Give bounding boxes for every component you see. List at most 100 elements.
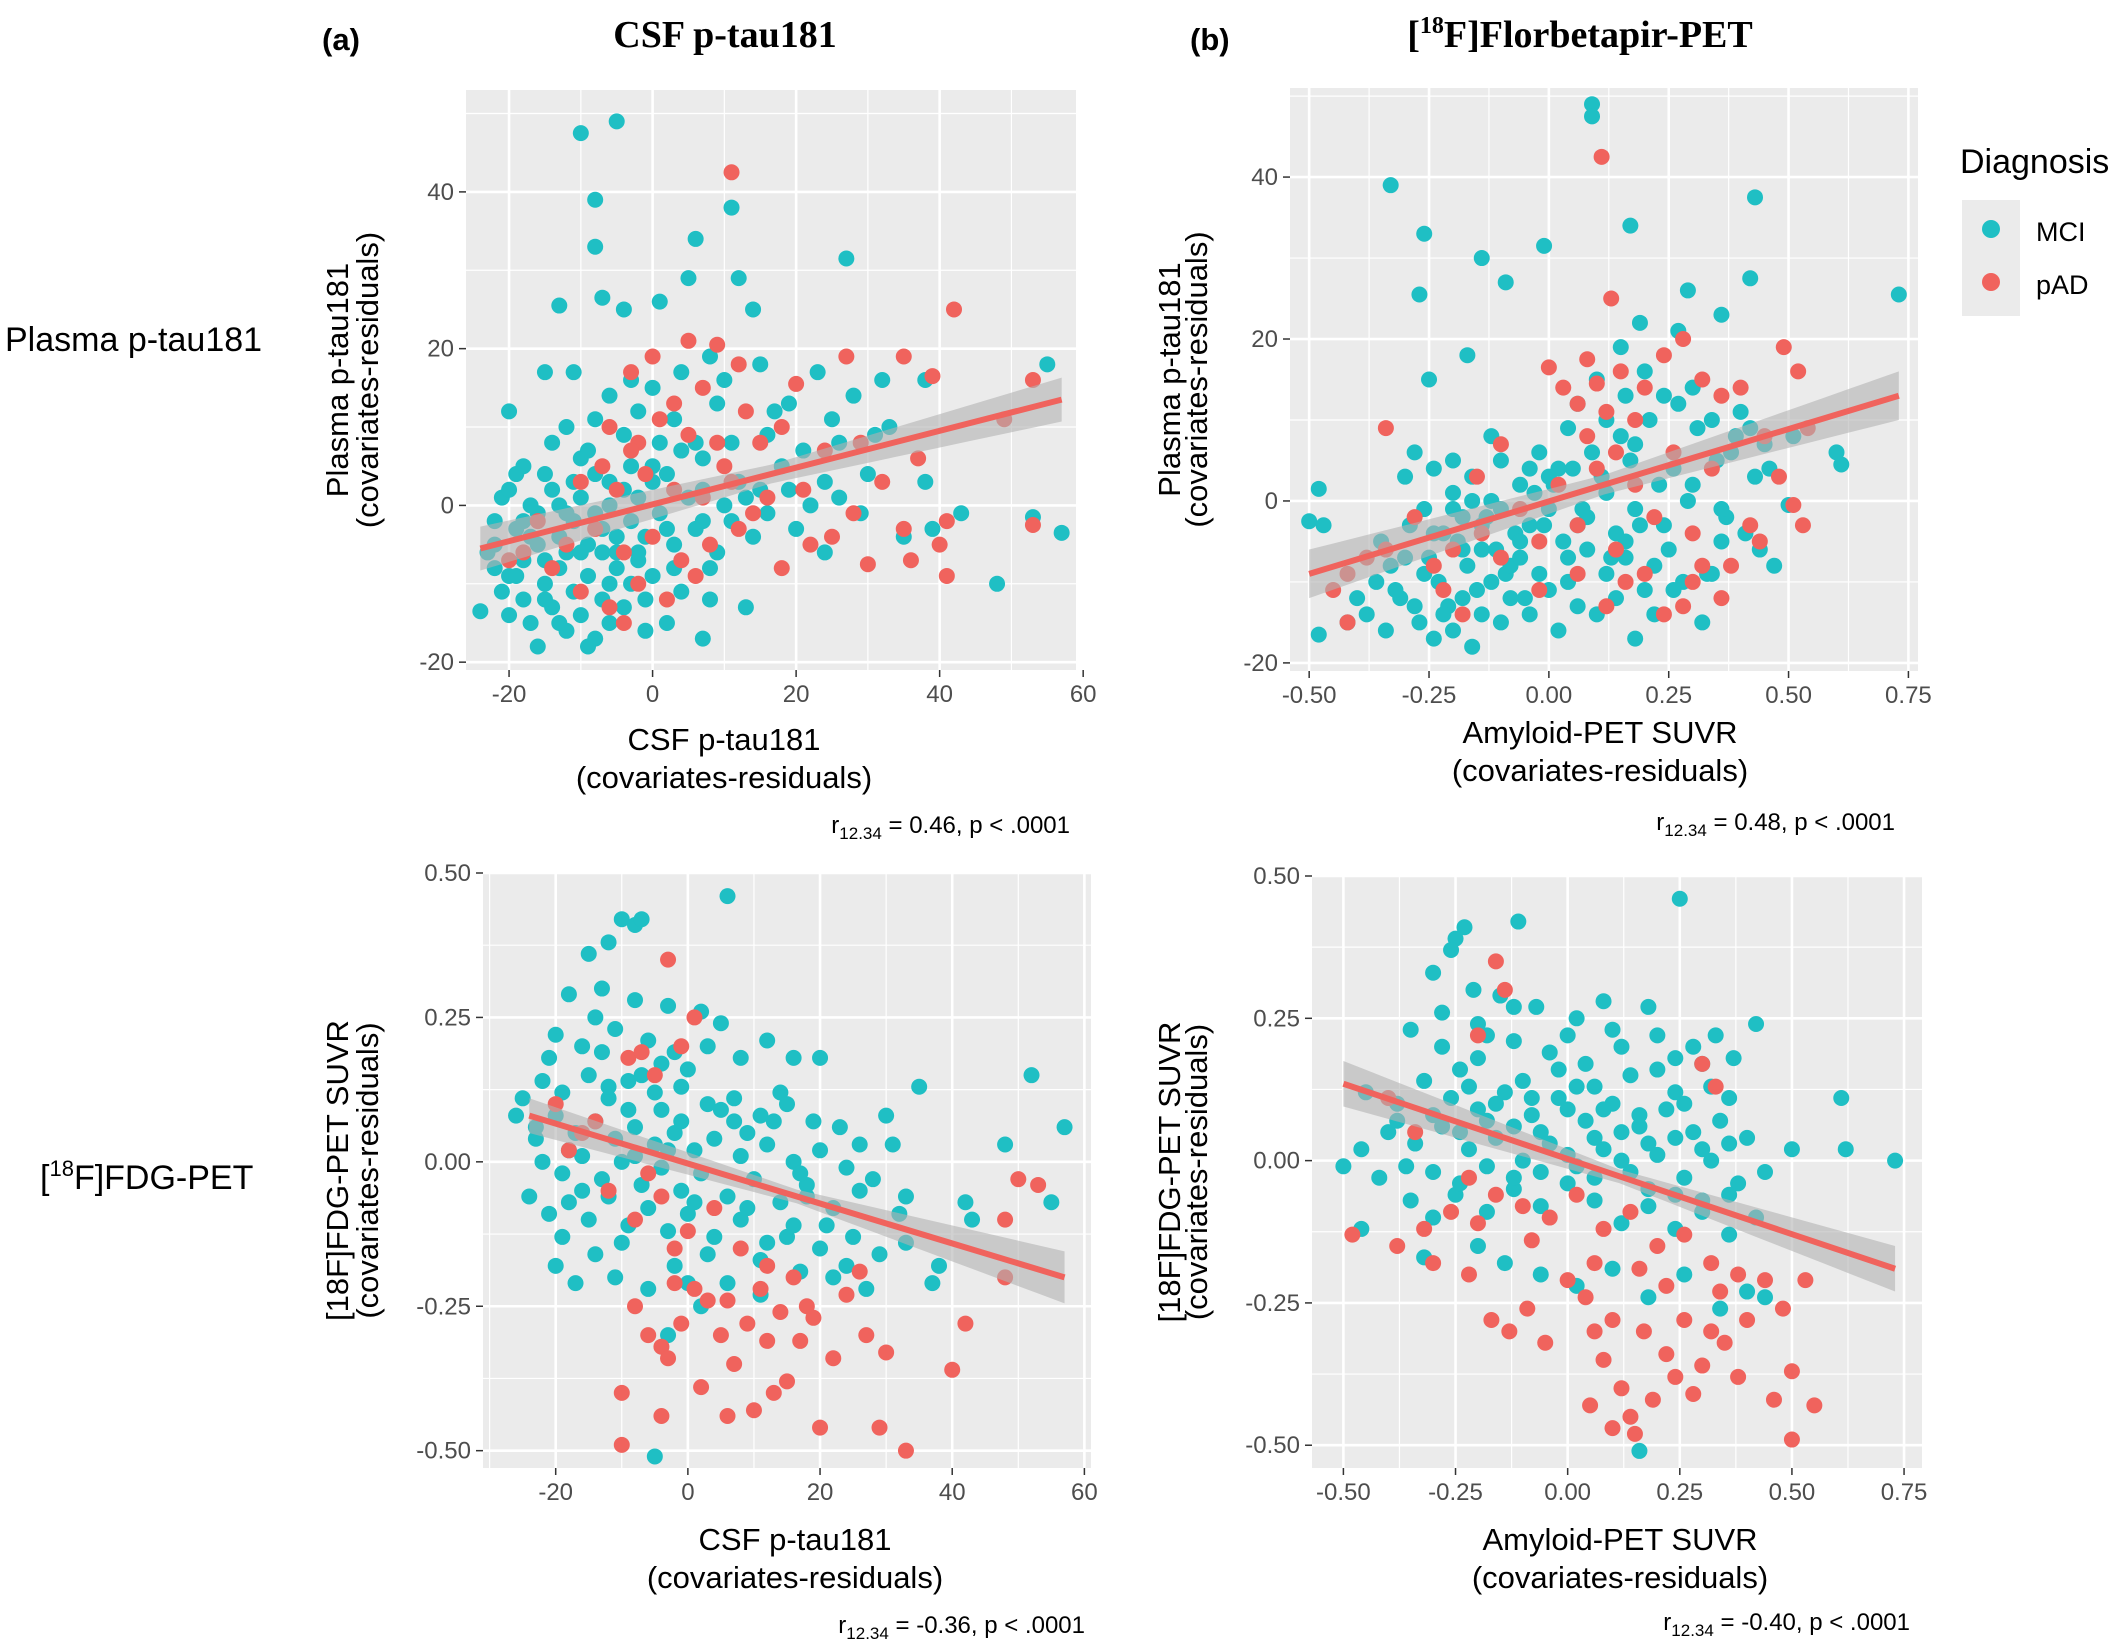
point-pad (687, 567, 704, 584)
point-mci (1747, 468, 1764, 485)
point-mci (1434, 1038, 1451, 1055)
point-mci (580, 1067, 597, 1084)
point-mci (694, 450, 711, 467)
point-mci (637, 622, 654, 639)
point-mci (1721, 1135, 1738, 1152)
y-tick-label: -0.50 (416, 1438, 471, 1465)
point-mci (1510, 913, 1527, 930)
point-mci (1434, 1004, 1451, 1021)
point-mci (1416, 225, 1433, 242)
point-mci (608, 560, 625, 577)
point-pad (1588, 375, 1605, 392)
point-mci (472, 603, 489, 620)
point-mci (1595, 1141, 1612, 1158)
point-mci (1387, 582, 1404, 599)
point-mci (534, 1072, 551, 1089)
point-mci (630, 403, 647, 420)
point-mci (874, 372, 891, 388)
point-mci (723, 434, 740, 451)
point-mci (816, 473, 833, 490)
point-pad (1593, 148, 1610, 165)
point-mci (1694, 1141, 1711, 1158)
point-mci (572, 125, 589, 142)
point-pad (1339, 614, 1356, 631)
point-pad (680, 426, 697, 443)
point-mci (501, 607, 518, 624)
point-mci (574, 1182, 591, 1199)
point-mci (1512, 549, 1529, 566)
point-mci (580, 442, 596, 459)
point-pad (1407, 1124, 1424, 1141)
point-mci (1604, 1021, 1621, 1038)
point-pad (878, 1344, 895, 1361)
point-mci (1468, 582, 1485, 599)
point-pad (1757, 1272, 1774, 1289)
point-pad (723, 164, 740, 181)
x-tick-label: 0.25 (1645, 682, 1692, 709)
point-pad (1635, 1323, 1652, 1340)
point-pad (1568, 1186, 1585, 1203)
point-mci (1595, 1101, 1612, 1118)
point-mci (759, 1234, 776, 1251)
point-pad (1790, 363, 1807, 380)
point-mci (501, 403, 518, 420)
legend-title: Diagnosis (1960, 143, 2109, 181)
legend-label-mci: MCI (2036, 217, 2086, 247)
point-mci (651, 434, 668, 451)
point-pad (601, 599, 618, 616)
point-mci (812, 1142, 829, 1159)
point-mci (732, 1148, 749, 1165)
point-pad (825, 1350, 842, 1367)
point-mci (1890, 286, 1907, 303)
point-pad (673, 1315, 690, 1332)
point-mci (989, 575, 1006, 592)
point-mci (580, 945, 597, 962)
point-pad (1559, 1272, 1576, 1289)
x-tick-label: 0.50 (1769, 1479, 1816, 1506)
point-mci (1676, 1169, 1693, 1186)
point-pad (1636, 379, 1653, 396)
point-mci (699, 1038, 716, 1055)
point-mci (1665, 582, 1682, 599)
point-mci (613, 1234, 630, 1251)
point-mci (1443, 942, 1460, 958)
point-mci (699, 1096, 716, 1113)
point-pad (773, 560, 790, 577)
point-mci (1577, 1112, 1594, 1129)
point-mci (593, 1044, 610, 1061)
point-pad (1540, 359, 1557, 376)
point-mci (706, 1130, 723, 1147)
y-tick-label: 0.50 (1253, 863, 1300, 890)
point-pad (673, 552, 690, 569)
point-pad (1707, 1078, 1724, 1095)
point-mci (508, 567, 525, 584)
point-mci (825, 1269, 842, 1286)
point-pad (1454, 606, 1471, 623)
point-mci (640, 1200, 657, 1217)
correlation-annotation: r12.34 = 0.48, p < .0001 (1656, 809, 1895, 840)
point-pad (1806, 1397, 1823, 1414)
point-mci (824, 411, 840, 428)
point-pad (572, 473, 589, 490)
point-mci (1766, 557, 1783, 574)
x-axis-title: Amyloid-PET SUVR (1482, 1522, 1757, 1557)
x-tick-label: -20 (538, 1479, 573, 1506)
point-mci (1725, 1050, 1742, 1067)
point-mci (858, 1280, 875, 1297)
point-mci (1640, 1198, 1657, 1215)
point-mci (1550, 1061, 1567, 1078)
point-pad (1622, 1408, 1639, 1425)
point-mci (1425, 964, 1442, 981)
y-tick-label: -0.25 (1245, 1290, 1300, 1317)
point-pad (627, 1211, 643, 1228)
point-pad (1649, 1238, 1666, 1254)
point-pad (838, 1286, 855, 1303)
point-mci (1559, 1101, 1576, 1118)
point-pad (613, 1384, 630, 1401)
point-mci (953, 505, 970, 522)
point-pad (673, 1038, 690, 1055)
point-mci (765, 1113, 782, 1130)
point-mci (608, 528, 625, 545)
point-pad (1010, 1171, 1027, 1188)
